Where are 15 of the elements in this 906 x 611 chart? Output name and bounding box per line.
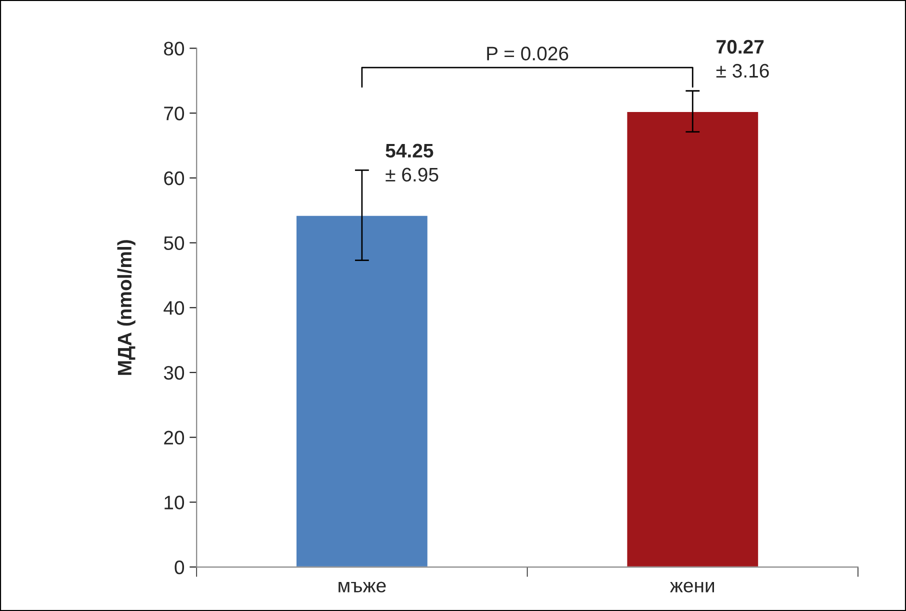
data-label: 70.27 ± 3.16 [716,40,769,78]
annotation: P = 0.026 [487,46,568,60]
x-tick-label: жени [670,582,714,592]
y-tick-label: 40 [164,301,184,315]
y-tick-label: 80 [164,42,184,56]
y-tick-label: 60 [164,171,184,186]
x-tick-label: мъже [338,582,386,592]
y-axis-title: МДА (nmol/ml) [117,240,136,375]
data-label: 54.25 ± 6.95 [386,144,438,182]
y-tick-label: 20 [164,430,184,445]
y-tick-label: 30 [164,366,184,380]
y-tick-label: 70 [164,106,184,120]
y-tick-label: 0 [174,560,184,574]
y-tick-label: 50 [164,236,184,250]
y-tick-label: 10 [164,496,184,510]
